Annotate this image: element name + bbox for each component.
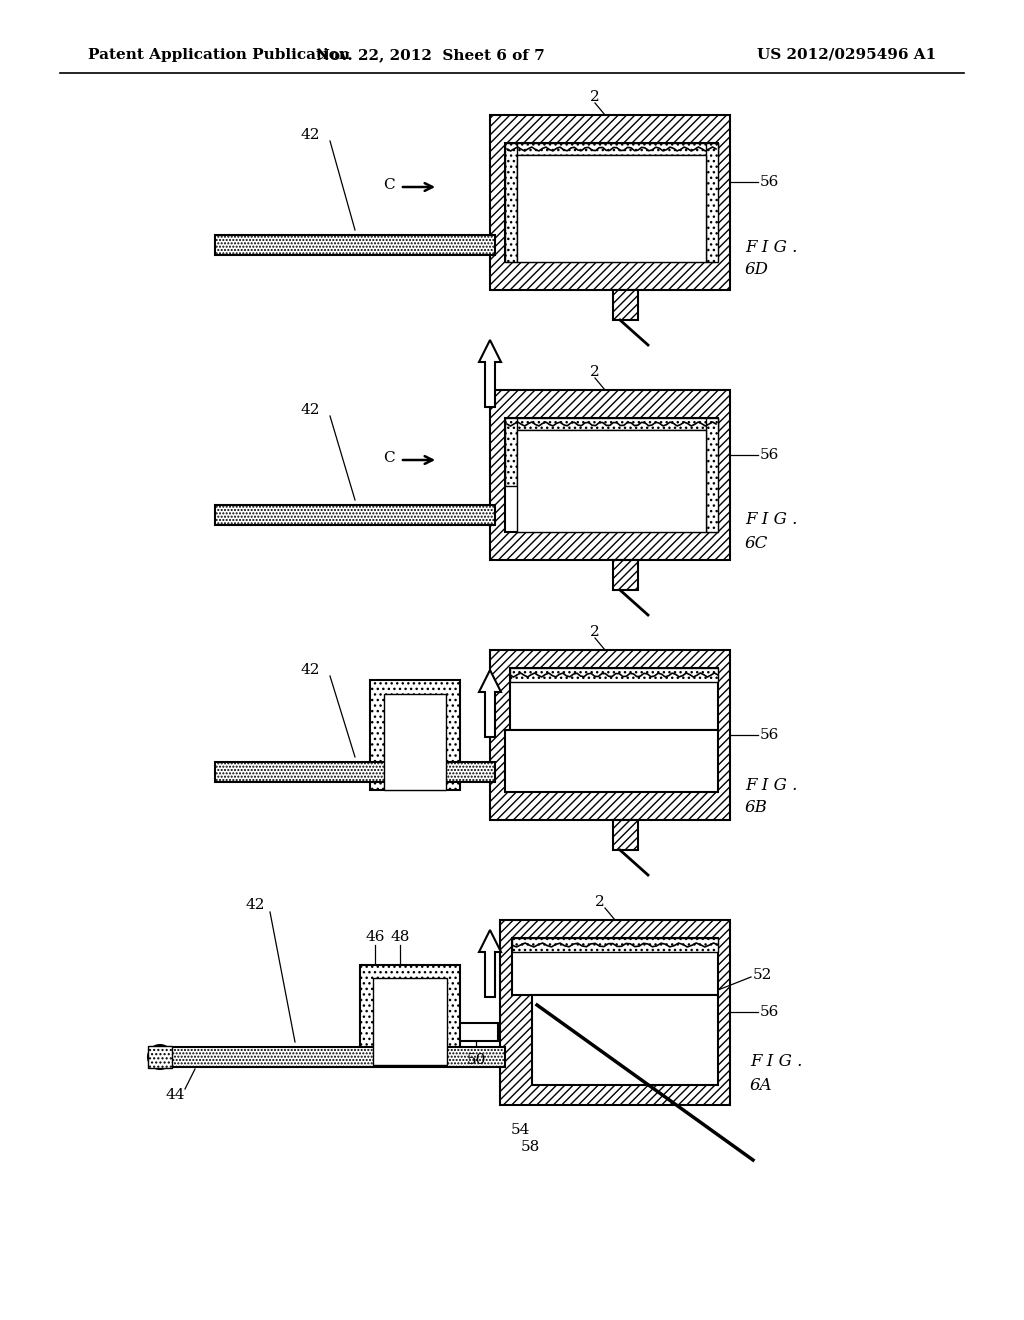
Text: F I G .: F I G . [750,1053,803,1071]
Bar [505,143,517,261]
Text: C: C [383,451,395,465]
Text: Nov. 22, 2012  Sheet 6 of 7: Nov. 22, 2012 Sheet 6 of 7 [315,48,545,62]
Text: C: C [383,178,395,191]
Bar [613,290,638,319]
Text: 2: 2 [590,624,600,639]
Text: 46: 46 [366,931,385,944]
Text: F I G .: F I G . [745,776,798,793]
Bar [510,668,718,730]
Text: 2: 2 [590,90,600,104]
Text: 6D: 6D [745,261,769,279]
Bar [532,995,718,1085]
Bar [517,154,706,261]
Bar [455,1023,498,1041]
Circle shape [148,1045,172,1069]
Text: 58: 58 [520,1140,540,1154]
Text: 42: 42 [300,128,319,143]
Bar [706,143,718,261]
Bar [505,418,718,430]
Text: Patent Application Publication: Patent Application Publication [88,48,350,62]
Text: 6B: 6B [745,800,768,817]
Bar [505,143,718,261]
Polygon shape [370,680,460,789]
Bar [512,939,718,995]
Bar [505,730,718,792]
Text: 42: 42 [300,663,319,677]
Polygon shape [479,931,501,997]
Polygon shape [215,506,495,525]
Text: 54: 54 [510,1123,529,1137]
Text: F I G .: F I G . [745,511,798,528]
Bar [613,560,638,590]
Polygon shape [479,341,501,407]
Text: US 2012/0295496 A1: US 2012/0295496 A1 [757,48,936,62]
Text: F I G .: F I G . [745,239,798,256]
Bar [510,668,718,682]
Bar [384,694,446,789]
Bar [373,978,447,1065]
Text: 6C: 6C [745,535,768,552]
Bar [490,649,730,820]
Bar [613,820,638,850]
Text: 50: 50 [466,1053,485,1067]
Text: 2: 2 [590,366,600,379]
Polygon shape [215,235,495,255]
Bar [505,143,718,154]
Bar [706,418,718,532]
Bar [517,430,706,532]
Bar [148,1045,172,1068]
Text: 56: 56 [760,447,779,462]
Text: 42: 42 [300,403,319,417]
Text: 56: 56 [760,729,779,742]
Text: 6A: 6A [750,1077,773,1093]
Bar [505,418,718,532]
Text: 48: 48 [390,931,410,944]
Text: 56: 56 [760,176,779,189]
Bar [500,920,730,1105]
Polygon shape [479,671,501,737]
Text: 52: 52 [753,968,772,982]
Bar [512,939,718,952]
Bar [490,389,730,560]
Polygon shape [155,1047,505,1067]
Text: 42: 42 [246,898,265,912]
Polygon shape [215,762,495,781]
Polygon shape [360,965,460,1065]
Text: 2: 2 [595,895,605,909]
Bar [505,418,517,486]
Text: 44: 44 [165,1088,184,1102]
Text: 56: 56 [760,1005,779,1019]
Bar [490,115,730,290]
